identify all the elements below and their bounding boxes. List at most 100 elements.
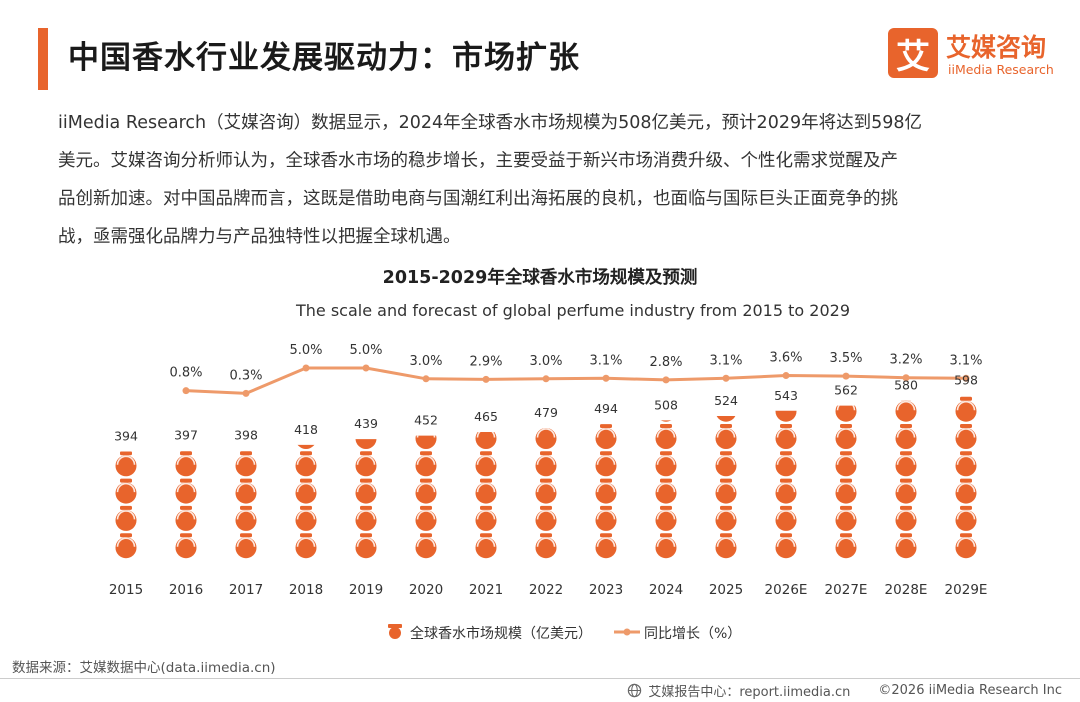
bottle-icon: [595, 505, 617, 531]
globe-icon: [628, 683, 642, 698]
growth-point: [782, 372, 790, 380]
x-tick-label: 2016: [169, 582, 203, 598]
intro-line: 美元。艾媒咨询分析师认为，全球香水市场的稳步增长，主要受益于新兴市场消费升级、个…: [58, 151, 898, 171]
bottle-icon: [595, 533, 617, 559]
x-tick-label: 2023: [589, 582, 623, 598]
growth-point: [962, 374, 970, 382]
bottle-icon: [295, 533, 317, 559]
page-title: 中国香水行业发展驱动力：市场扩张: [68, 40, 580, 76]
bottle-icon: [835, 533, 857, 559]
data-source: 数据来源：艾媒数据中心(data.iimedia.cn): [12, 660, 276, 676]
bottle-icon: [175, 451, 197, 477]
growth-point: [482, 375, 490, 383]
bar-value-label: 508: [654, 397, 678, 412]
x-tick-label: 2020: [409, 582, 443, 598]
bottle-icon: [955, 533, 977, 559]
bottle-icon: [535, 533, 557, 559]
bottle-icon: [715, 451, 737, 477]
bottle-icon: [716, 415, 736, 422]
growth-point: [722, 374, 730, 382]
bottle-icon: [655, 533, 677, 559]
growth-label: 5.0%: [349, 343, 382, 358]
bar-value-label: 394: [114, 428, 138, 443]
bottle-icon: [115, 505, 137, 531]
bottle-icon: [775, 478, 797, 504]
growth-label: 3.2%: [889, 353, 922, 368]
growth-point: [302, 364, 310, 372]
intro-line: 战，亟需强化品牌力与产品独特性以把握全球机遇。: [58, 227, 461, 247]
growth-point: [362, 364, 370, 372]
bottle-icon: [895, 505, 917, 531]
bottle-icon: [835, 505, 857, 531]
logo-name-en: iiMedia Research: [948, 62, 1054, 77]
bar-value-label: 494: [594, 401, 618, 416]
growth-point: [542, 375, 550, 383]
bar-value-label: 418: [294, 422, 318, 437]
growth-label: 2.8%: [649, 355, 682, 370]
bar-value-label: 562: [834, 383, 858, 398]
bottle-icon: [595, 451, 617, 477]
report-center-link[interactable]: 艾媒报告中心：report.iimedia.cn: [648, 685, 851, 700]
bottle-icon: [415, 533, 437, 559]
intro-line: iiMedia Research（艾媒咨询）数据显示，2024年全球香水市场规模…: [58, 113, 922, 133]
x-tick-label: 2026E: [765, 582, 808, 598]
perfume-market-chart: 2015-2029年全球香水市场规模及预测 The scale and forec…: [109, 267, 988, 642]
footer-right: 艾媒报告中心：report.iimedia.cn ©2026 iiMedia R…: [627, 681, 1062, 700]
bar-value-label: 439: [354, 416, 378, 431]
chart-subtitle: The scale and forecast of global perfume…: [295, 301, 850, 320]
x-tick-label: 2024: [649, 582, 683, 598]
bottle-icon: [895, 478, 917, 504]
bottle-icon: [955, 478, 977, 504]
growth-point: [842, 372, 850, 380]
bottle-icon: [715, 478, 737, 504]
bottle-icon: [535, 451, 557, 477]
legend-bottle-neck: [388, 624, 402, 628]
bottle-icon: [715, 533, 737, 559]
bottle-icon: [415, 478, 437, 504]
bottle-icon: [775, 451, 797, 477]
footer-divider: [0, 678, 1080, 679]
bottle-icon: [355, 439, 377, 449]
logo-name-cn: 艾媒咨询: [946, 33, 1047, 62]
growth-label: 5.0%: [289, 343, 322, 358]
bottle-icon: [655, 451, 677, 477]
bar-value-label: 397: [174, 428, 198, 443]
bottle-icon: [775, 410, 797, 422]
x-tick-label: 2022: [529, 582, 563, 598]
legend-bottle-icon: [389, 627, 401, 639]
bottle-icon: [955, 424, 977, 449]
bottle-icon: [355, 533, 377, 559]
bottle-icon: [475, 533, 497, 559]
bottle-icon: [235, 505, 257, 531]
legend-label-market-size: 全球香水市场规模（亿美元）: [410, 625, 592, 642]
growth-point: [242, 389, 250, 397]
bottle-icon: [655, 424, 677, 449]
bottle-icon: [175, 478, 197, 504]
legend-line-dot: [623, 628, 631, 636]
bottle-icon: [297, 444, 315, 449]
x-tick-label: 2018: [289, 582, 323, 598]
bottle-icon: [835, 405, 857, 422]
growth-label: 3.5%: [829, 351, 862, 366]
growth-point: [182, 387, 190, 395]
chart-title: 2015-2029年全球香水市场规模及预测: [383, 267, 698, 288]
growth-label: 3.1%: [589, 353, 622, 368]
growth-point: [602, 374, 610, 382]
bottle-icon: [415, 435, 437, 449]
growth-label: 0.3%: [229, 368, 262, 383]
bottle-icon: [835, 451, 857, 477]
title-accent-bar: [38, 28, 48, 90]
bottle-icon: [655, 505, 677, 531]
bottle-icon: [175, 533, 197, 559]
bottle-icon: [415, 505, 437, 531]
x-tick-label: 2027E: [825, 582, 868, 598]
growth-line: [185, 366, 967, 395]
x-tick-label: 2015: [109, 582, 143, 598]
bottle-icon: [295, 451, 317, 477]
bottle-icon: [115, 451, 137, 477]
bottle-icon: [595, 478, 617, 504]
bottle-icon: [955, 396, 977, 422]
bottle-icon: [955, 451, 977, 477]
bottle-icon: [535, 428, 557, 449]
bottle-icon: [235, 451, 257, 477]
